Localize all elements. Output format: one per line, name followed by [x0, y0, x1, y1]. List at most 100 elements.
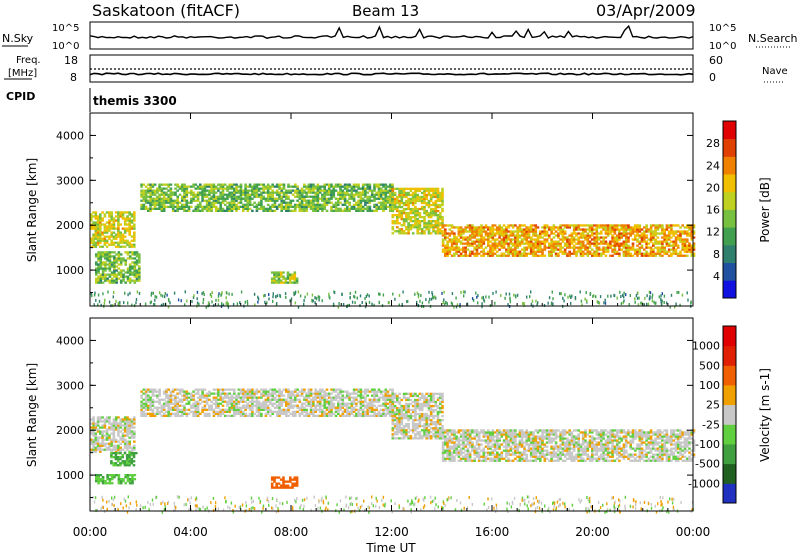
power-cell	[510, 241, 513, 243]
velocity-cell	[97, 422, 100, 424]
power-cell	[444, 230, 447, 232]
power-cell	[328, 192, 331, 194]
power-cell	[294, 190, 297, 192]
power-cell	[392, 208, 395, 210]
velocity-cell	[135, 452, 138, 454]
power-cell	[512, 230, 515, 232]
power-cell	[423, 206, 426, 208]
power-cell	[136, 253, 139, 255]
velocity-cell	[317, 397, 320, 399]
power-cell	[467, 226, 470, 228]
power-cell	[371, 190, 374, 192]
power-cell	[489, 251, 492, 253]
power-cell	[512, 255, 515, 257]
velocity-cell	[213, 397, 216, 399]
power-cell	[217, 190, 220, 192]
power-cell	[492, 253, 495, 255]
velocity-cell	[129, 474, 132, 476]
power-cell	[106, 278, 109, 280]
power-cell	[688, 251, 691, 253]
power-cell	[629, 253, 632, 255]
power-cell	[407, 192, 410, 194]
power-cell	[442, 226, 445, 228]
power-cell	[648, 303, 649, 306]
power-cell	[247, 192, 250, 194]
power-cell	[183, 208, 186, 210]
power-cell	[310, 186, 313, 188]
power-cell	[131, 271, 134, 273]
power-cell	[571, 243, 574, 245]
power-cell	[106, 255, 109, 257]
power-cell	[197, 291, 198, 294]
power-cell	[503, 224, 506, 226]
power-cell	[483, 243, 486, 245]
power-cell	[95, 232, 98, 234]
power-cell	[247, 208, 250, 210]
power-cell	[516, 238, 519, 240]
power-cell	[410, 224, 413, 226]
power-cell	[158, 204, 161, 206]
velocity-cell	[179, 393, 182, 395]
power-cell	[339, 210, 342, 212]
power-cell	[652, 299, 653, 302]
power-cell	[557, 253, 560, 255]
power-cell	[485, 253, 488, 255]
power-cell	[688, 234, 691, 236]
power-cell	[684, 243, 687, 245]
power-cell	[566, 241, 569, 243]
power-cell	[328, 200, 331, 202]
power-cell	[154, 198, 157, 200]
power-cell	[401, 194, 404, 196]
power-cell	[432, 188, 435, 190]
power-cell	[360, 194, 363, 196]
power-cell	[555, 245, 558, 247]
power-cell	[168, 298, 169, 301]
power-cell	[226, 190, 229, 192]
power-cell	[287, 210, 290, 212]
power-cell	[119, 213, 122, 215]
power-cell	[419, 190, 422, 192]
power-cell	[596, 243, 599, 245]
velocity-cell	[204, 405, 207, 407]
power-cell	[600, 236, 603, 238]
power-cell	[670, 241, 673, 243]
velocity-cell	[183, 399, 186, 401]
velocity-cell	[299, 395, 302, 397]
power-cell	[188, 202, 191, 204]
power-cell	[240, 190, 243, 192]
power-cell	[446, 255, 449, 257]
power-cell	[425, 298, 426, 301]
velocity-cell	[170, 391, 173, 393]
power-cell	[530, 243, 533, 245]
power-cell	[330, 208, 333, 210]
power-cell	[165, 188, 168, 190]
power-cell	[122, 234, 125, 236]
power-cell	[117, 219, 120, 221]
power-cell	[677, 245, 680, 247]
velocity-cell	[253, 393, 256, 395]
power-cell	[219, 208, 222, 210]
power-cell	[188, 186, 191, 188]
velocity-cell	[312, 405, 315, 407]
power-cell	[501, 241, 504, 243]
power-cell	[544, 241, 547, 243]
power-cell	[294, 274, 297, 276]
power-cell	[441, 216, 444, 218]
velocity-cell	[128, 454, 131, 456]
power-cell	[514, 241, 517, 243]
power-cell	[371, 196, 374, 198]
power-cell	[165, 184, 168, 186]
power-cell	[437, 220, 440, 222]
power-cell	[550, 226, 553, 228]
power-cell	[503, 232, 506, 234]
power-cell	[118, 253, 121, 255]
power-cell	[219, 204, 222, 206]
power-cell	[403, 224, 406, 226]
power-cell	[138, 253, 141, 255]
power-cell	[231, 184, 234, 186]
power-cell	[158, 186, 161, 188]
power-cell	[480, 251, 483, 253]
power-cell	[442, 241, 445, 243]
power-cell	[446, 243, 449, 245]
power-cell	[242, 208, 245, 210]
